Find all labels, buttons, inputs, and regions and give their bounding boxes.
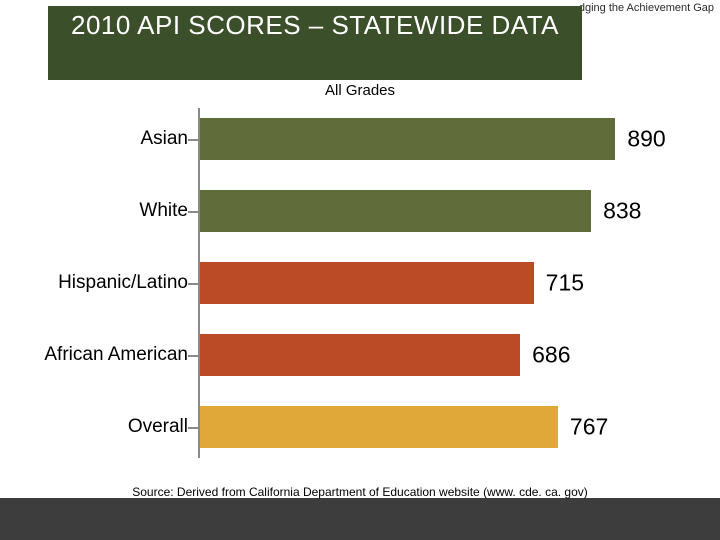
axis-tick bbox=[188, 283, 198, 285]
bar bbox=[200, 334, 520, 376]
value-label: 767 bbox=[570, 414, 608, 441]
value-label: 715 bbox=[546, 270, 584, 297]
axis-tick bbox=[188, 139, 198, 141]
subtitle: All Grades bbox=[0, 82, 720, 99]
axis-tick bbox=[188, 427, 198, 429]
header-tag: dging the Achievement Gap bbox=[579, 2, 714, 14]
category-label: African American bbox=[44, 344, 188, 366]
axis-tick bbox=[188, 355, 198, 357]
category-label: Overall bbox=[128, 416, 188, 438]
bar bbox=[200, 118, 615, 160]
title-box: 2010 API SCORES – STATEWIDE DATA bbox=[48, 6, 582, 80]
source-text: Source: Derived from California Departme… bbox=[0, 485, 720, 499]
chart-row: White 838 bbox=[0, 180, 720, 242]
bar bbox=[200, 190, 591, 232]
value-label: 686 bbox=[532, 342, 570, 369]
chart-row: Overall 767 bbox=[0, 396, 720, 458]
chart-row: African American 686 bbox=[0, 324, 720, 386]
category-label: White bbox=[139, 200, 188, 222]
bar bbox=[200, 262, 534, 304]
bar bbox=[200, 406, 558, 448]
value-label: 890 bbox=[627, 126, 665, 153]
category-label: Hispanic/Latino bbox=[58, 272, 188, 294]
category-label: Asian bbox=[140, 128, 188, 150]
page-title: 2010 API SCORES – STATEWIDE DATA bbox=[48, 10, 582, 41]
chart-row: Asian 890 bbox=[0, 108, 720, 170]
bar-chart: Asian 890 White 838 Hispanic/Latino 715 Africa… bbox=[0, 108, 720, 468]
value-label: 838 bbox=[603, 198, 641, 225]
footer-band bbox=[0, 498, 720, 540]
chart-row: Hispanic/Latino 715 bbox=[0, 252, 720, 314]
axis-tick bbox=[188, 211, 198, 213]
